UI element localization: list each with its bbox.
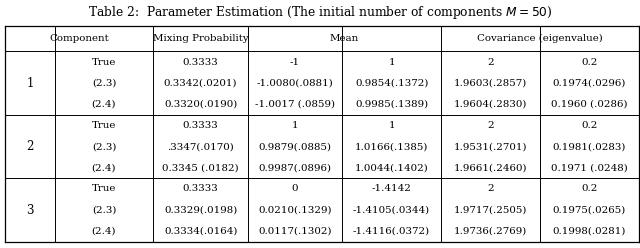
Text: 0.9987(.0896): 0.9987(.0896) bbox=[259, 163, 332, 172]
Text: 2: 2 bbox=[26, 140, 33, 153]
Text: 1.9603(.2857): 1.9603(.2857) bbox=[454, 79, 527, 88]
Text: 0.3333: 0.3333 bbox=[182, 185, 218, 193]
Text: 0.9985(.1389): 0.9985(.1389) bbox=[355, 100, 428, 109]
Text: 1: 1 bbox=[292, 121, 298, 130]
Text: 1.9736(.2769): 1.9736(.2769) bbox=[454, 227, 527, 236]
Text: 1.9661(.2460): 1.9661(.2460) bbox=[454, 163, 527, 172]
Text: 0.1971 (.0248): 0.1971 (.0248) bbox=[551, 163, 628, 172]
Text: True: True bbox=[92, 121, 116, 130]
Text: (2.4): (2.4) bbox=[92, 227, 116, 236]
Text: 1: 1 bbox=[388, 58, 395, 66]
Text: Table 2:  Parameter Estimation (The initial number of components $M = 50$): Table 2: Parameter Estimation (The initi… bbox=[88, 4, 552, 21]
Text: -1.4105(.0344): -1.4105(.0344) bbox=[353, 206, 430, 215]
Text: 0.1960 (.0286): 0.1960 (.0286) bbox=[551, 100, 628, 109]
Text: 2: 2 bbox=[487, 185, 493, 193]
Text: 0.2: 0.2 bbox=[581, 58, 598, 66]
Text: 0.3333: 0.3333 bbox=[182, 121, 218, 130]
Text: 0.3345 (.0182): 0.3345 (.0182) bbox=[163, 163, 239, 172]
Text: 2: 2 bbox=[487, 121, 493, 130]
Text: 1.9531(.2701): 1.9531(.2701) bbox=[454, 142, 527, 151]
Text: 0.2: 0.2 bbox=[581, 185, 598, 193]
Text: 1: 1 bbox=[388, 121, 395, 130]
Text: 1: 1 bbox=[26, 77, 33, 90]
Text: Mean: Mean bbox=[330, 34, 359, 43]
Text: 0.3320(.0190): 0.3320(.0190) bbox=[164, 100, 237, 109]
Text: 0.1998(.0281): 0.1998(.0281) bbox=[552, 227, 626, 236]
Text: 0.1981(.0283): 0.1981(.0283) bbox=[552, 142, 626, 151]
Text: (2.3): (2.3) bbox=[92, 206, 116, 215]
Text: (2.3): (2.3) bbox=[92, 79, 116, 88]
Text: 0.3329(.0198): 0.3329(.0198) bbox=[164, 206, 237, 215]
Text: 0.0117(.1302): 0.0117(.1302) bbox=[258, 227, 332, 236]
Text: 0.9854(.1372): 0.9854(.1372) bbox=[355, 79, 428, 88]
Text: Covariance (eigenvalue): Covariance (eigenvalue) bbox=[477, 34, 603, 43]
Text: 1.9717(.2505): 1.9717(.2505) bbox=[454, 206, 527, 215]
Text: 1.0044(.1402): 1.0044(.1402) bbox=[355, 163, 428, 172]
Text: Mixing Probability: Mixing Probability bbox=[153, 34, 248, 43]
Text: 0.0210(.1329): 0.0210(.1329) bbox=[258, 206, 332, 215]
Text: -1.0017 (.0859): -1.0017 (.0859) bbox=[255, 100, 335, 109]
Text: -1: -1 bbox=[290, 58, 300, 66]
Text: 0.1974(.0296): 0.1974(.0296) bbox=[552, 79, 626, 88]
Text: .3347(.0170): .3347(.0170) bbox=[167, 142, 234, 151]
Text: True: True bbox=[92, 58, 116, 66]
Text: 0.3334(.0164): 0.3334(.0164) bbox=[164, 227, 237, 236]
Text: -1.4116(.0372): -1.4116(.0372) bbox=[353, 227, 430, 236]
Text: Component: Component bbox=[49, 34, 109, 43]
Text: 0: 0 bbox=[292, 185, 298, 193]
Text: 0.3342(.0201): 0.3342(.0201) bbox=[164, 79, 237, 88]
Text: (2.4): (2.4) bbox=[92, 100, 116, 109]
Text: (2.3): (2.3) bbox=[92, 142, 116, 151]
Text: 2: 2 bbox=[487, 58, 493, 66]
Text: 1.0166(.1385): 1.0166(.1385) bbox=[355, 142, 428, 151]
Text: 3: 3 bbox=[26, 204, 33, 217]
Text: -1.0080(.0881): -1.0080(.0881) bbox=[257, 79, 333, 88]
Text: -1.4142: -1.4142 bbox=[372, 185, 412, 193]
Text: 1.9604(.2830): 1.9604(.2830) bbox=[454, 100, 527, 109]
Text: (2.4): (2.4) bbox=[92, 163, 116, 172]
Text: 0.3333: 0.3333 bbox=[182, 58, 218, 66]
Text: 0.9879(.0885): 0.9879(.0885) bbox=[259, 142, 332, 151]
Text: True: True bbox=[92, 185, 116, 193]
Text: 0.1975(.0265): 0.1975(.0265) bbox=[553, 206, 626, 215]
Text: 0.2: 0.2 bbox=[581, 121, 598, 130]
